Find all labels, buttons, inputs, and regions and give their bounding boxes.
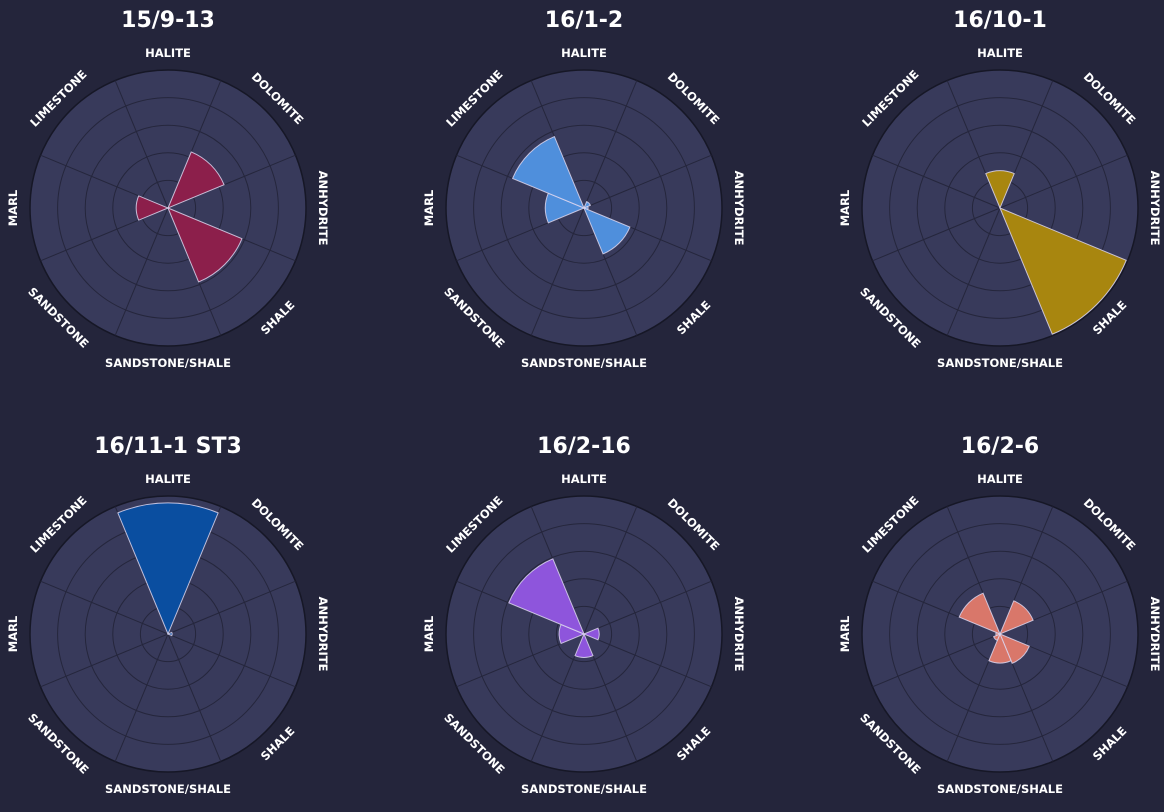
category-label: ANHYDRITE (316, 597, 330, 672)
bar-sandstone (992, 633, 1001, 642)
bar-limestone (958, 592, 1001, 635)
chart-title: 16/11-1 ST3 (94, 434, 242, 459)
grid-ring (528, 578, 640, 690)
chart-title: 16/2-16 (537, 434, 631, 459)
grid-spoke (167, 633, 222, 762)
category-label: HALITE (561, 472, 607, 486)
category-label: ANHYDRITE (316, 171, 330, 246)
grid-spoke (167, 633, 296, 688)
grid-spoke (946, 207, 1001, 336)
grid-spoke (583, 80, 638, 209)
grid-ring (57, 97, 279, 319)
category-label: HALITE (977, 46, 1023, 60)
polar-chart-2: HALITEDOLOMITEANHYDRITESHALESANDSTONE/SH… (422, 8, 746, 370)
bar-limestone (508, 558, 585, 635)
category-label: SANDSTONE/SHALE (521, 782, 647, 796)
category-label: MARL (838, 189, 852, 226)
bar-halite (117, 502, 219, 636)
category-label: SANDSTONE/SHALE (105, 356, 231, 370)
bar-shale (583, 207, 631, 255)
category-label: ANHYDRITE (732, 597, 746, 672)
category-label: MARL (422, 189, 436, 226)
grid-ring (916, 124, 1084, 292)
bar-shale (167, 207, 243, 283)
category-label: HALITE (561, 46, 607, 60)
grid-spoke (114, 633, 169, 762)
grid-ring (473, 97, 695, 319)
category-label: MARL (6, 189, 20, 226)
grid-ring (112, 152, 224, 264)
chart-title: 15/9-13 (121, 8, 215, 33)
grid-ring (916, 550, 1084, 718)
grid-spoke (530, 207, 585, 336)
bar-anhydrite (582, 627, 600, 641)
category-label: HALITE (145, 46, 191, 60)
bar-dolomite (999, 600, 1034, 635)
grid-ring (944, 152, 1056, 264)
grid-spoke (583, 506, 638, 635)
category-label: ANHYDRITE (1148, 597, 1162, 672)
grid-spoke (114, 207, 169, 336)
grid-spoke (872, 154, 1001, 209)
bar-dolomite (167, 151, 225, 209)
bar-anhydrite (166, 631, 173, 637)
category-label: HALITE (145, 472, 191, 486)
bar-sandstone-shale (988, 632, 1012, 664)
category-label: MARL (422, 615, 436, 652)
grid-ring (889, 97, 1111, 319)
grid-ring (500, 550, 668, 718)
chart-title: 16/1-2 (545, 8, 623, 33)
grid-ring (889, 523, 1111, 745)
chart-title: 16/2-6 (961, 434, 1039, 459)
bar-halite (985, 170, 1015, 210)
grid-ring (528, 152, 640, 264)
bar-limestone (511, 135, 585, 209)
category-label: ANHYDRITE (1148, 171, 1162, 246)
grid-spoke (583, 154, 712, 209)
bar-dolomite (583, 200, 592, 209)
category-label: MARL (838, 615, 852, 652)
grid-spoke (40, 580, 169, 635)
grid-spoke (583, 580, 712, 635)
grid-spoke (167, 580, 296, 635)
grid-ring (944, 578, 1056, 690)
category-label: MARL (6, 615, 20, 652)
grid-ring (84, 124, 252, 292)
grid-spoke (872, 633, 1001, 688)
category-label: HALITE (977, 472, 1023, 486)
category-label: ANHYDRITE (732, 171, 746, 246)
grid-spoke (872, 207, 1001, 262)
category-label: SANDSTONE/SHALE (937, 782, 1063, 796)
bar-shale (999, 207, 1127, 335)
grid-spoke (114, 80, 169, 209)
bar-shale (999, 633, 1030, 664)
category-label: SANDSTONE/SHALE (105, 782, 231, 796)
grid-ring (473, 523, 695, 745)
chart-title: 16/10-1 (953, 8, 1047, 33)
bar-sandstone-shale (574, 632, 594, 658)
grid-spoke (40, 633, 169, 688)
category-label: SANDSTONE/SHALE (937, 356, 1063, 370)
grid-spoke (999, 154, 1128, 209)
category-label: SANDSTONE/SHALE (521, 356, 647, 370)
grid-spoke (583, 633, 712, 688)
bar-marl (135, 195, 170, 221)
grid-ring (500, 124, 668, 292)
grid-ring (555, 605, 613, 663)
